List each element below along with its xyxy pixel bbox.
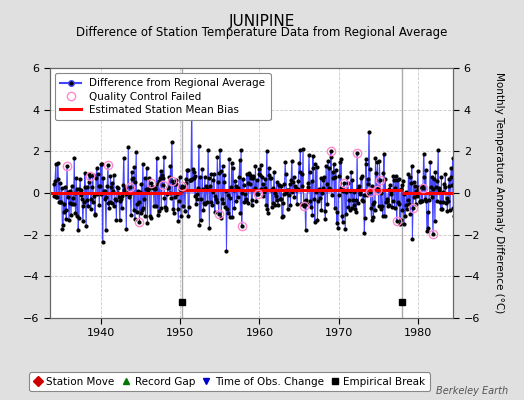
Y-axis label: Monthly Temperature Anomaly Difference (°C): Monthly Temperature Anomaly Difference (… bbox=[494, 72, 504, 314]
Text: JUNIPINE: JUNIPINE bbox=[229, 14, 295, 29]
Text: Berkeley Earth: Berkeley Earth bbox=[436, 386, 508, 396]
Text: Difference of Station Temperature Data from Regional Average: Difference of Station Temperature Data f… bbox=[77, 26, 447, 39]
Legend: Station Move, Record Gap, Time of Obs. Change, Empirical Break: Station Move, Record Gap, Time of Obs. C… bbox=[29, 372, 430, 391]
Legend: Difference from Regional Average, Quality Control Failed, Estimated Station Mean: Difference from Regional Average, Qualit… bbox=[55, 73, 270, 120]
